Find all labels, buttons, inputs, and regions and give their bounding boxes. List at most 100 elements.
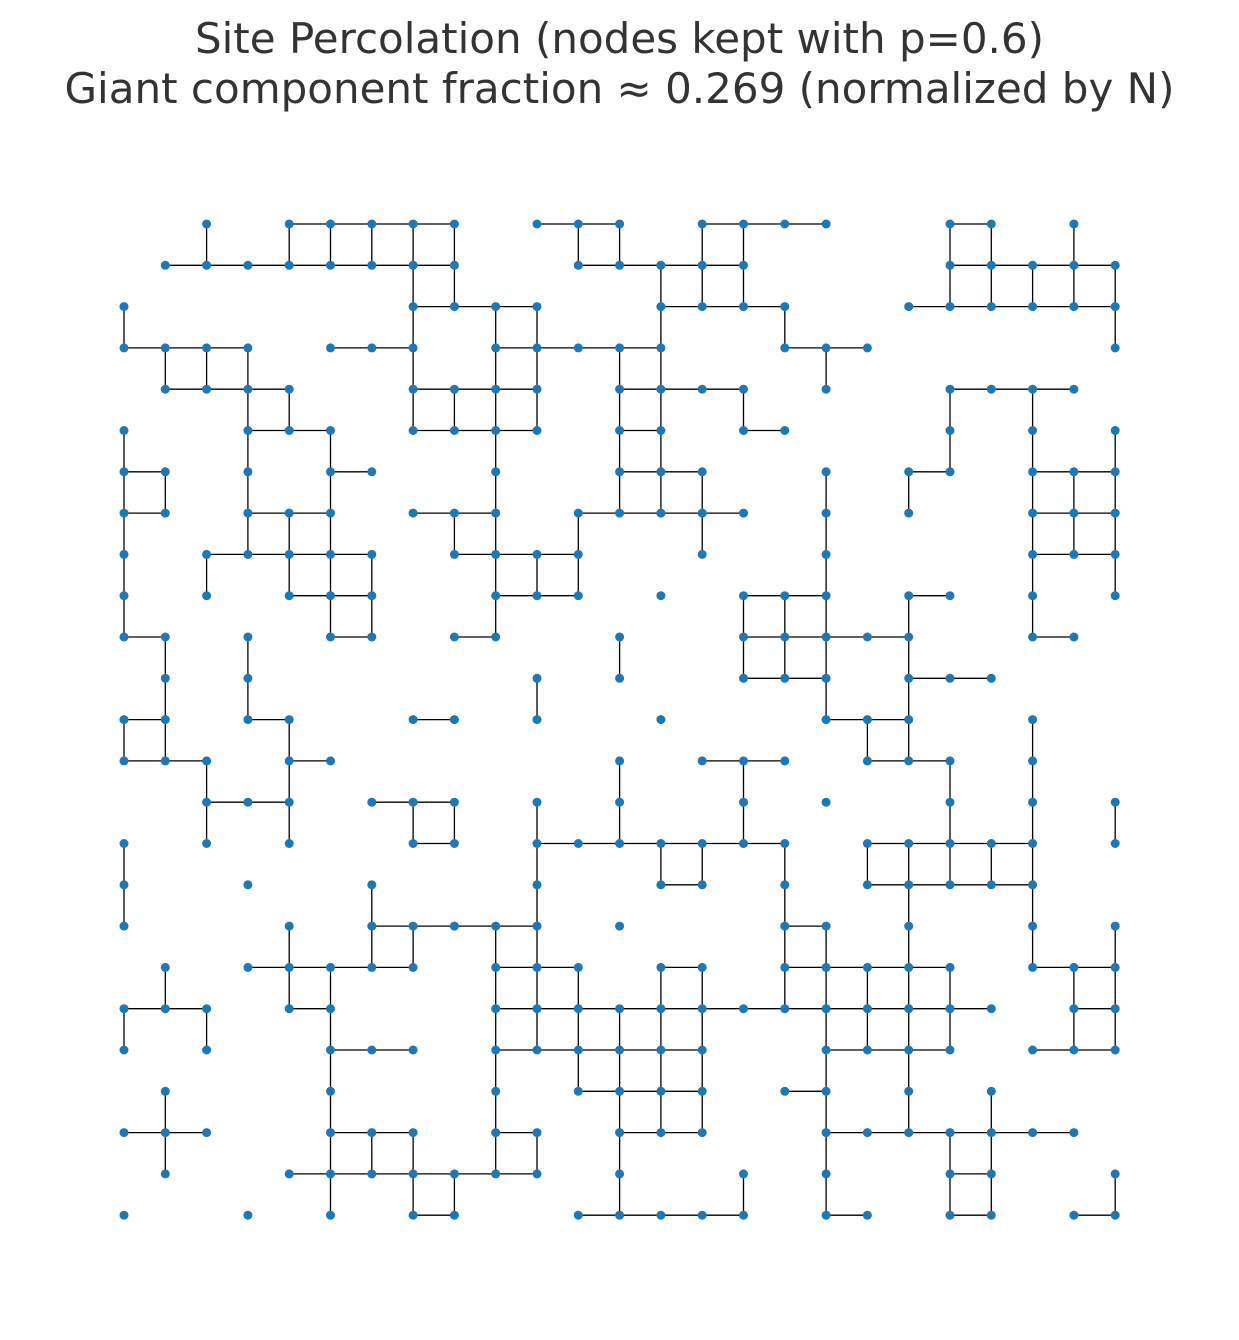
lattice-node xyxy=(243,260,253,270)
lattice-node xyxy=(739,219,748,229)
lattice-node xyxy=(408,797,418,807)
lattice-node xyxy=(491,1128,501,1138)
lattice-node xyxy=(532,302,542,312)
lattice-node xyxy=(326,1128,335,1138)
lattice-node xyxy=(284,426,294,435)
lattice-node xyxy=(1110,839,1120,848)
lattice-node xyxy=(243,962,253,972)
lattice-node xyxy=(119,549,129,559)
lattice-node xyxy=(491,384,501,394)
lattice-node xyxy=(780,880,790,890)
lattice-node xyxy=(119,756,129,766)
lattice-node xyxy=(243,715,253,725)
lattice-node xyxy=(284,1004,294,1014)
lattice-node xyxy=(573,219,583,229)
lattice-node xyxy=(1069,260,1079,270)
lattice-node xyxy=(821,467,831,477)
lattice-node xyxy=(697,1086,707,1096)
lattice-node xyxy=(1069,962,1079,972)
lattice-node xyxy=(1069,1210,1079,1220)
lattice-node xyxy=(986,673,996,683)
lattice-node xyxy=(532,673,542,683)
lattice-node xyxy=(945,1210,955,1220)
lattice-node xyxy=(615,426,625,435)
lattice-node xyxy=(243,343,253,353)
lattice-node xyxy=(904,756,914,766)
lattice-node xyxy=(367,343,377,353)
lattice-node xyxy=(532,715,542,725)
lattice-node xyxy=(408,1169,418,1179)
lattice-node xyxy=(449,1210,459,1220)
lattice-node xyxy=(739,632,748,642)
lattice-node xyxy=(697,756,707,766)
lattice-node xyxy=(119,880,129,890)
lattice-node xyxy=(862,839,872,848)
lattice-node xyxy=(326,756,335,766)
lattice-node xyxy=(697,302,707,312)
lattice-node xyxy=(243,508,253,518)
lattice-node xyxy=(449,219,459,229)
lattice-node xyxy=(532,591,542,601)
lattice-node xyxy=(945,467,955,477)
lattice-node xyxy=(408,384,418,394)
lattice-node xyxy=(326,1086,335,1096)
lattice-node xyxy=(532,549,542,559)
lattice-node xyxy=(739,839,748,848)
lattice-node xyxy=(656,426,666,435)
lattice-node xyxy=(326,426,335,435)
lattice-node xyxy=(491,1004,501,1014)
lattice-node xyxy=(449,715,459,725)
lattice-node xyxy=(904,632,914,642)
lattice-node xyxy=(491,632,501,642)
lattice-node xyxy=(904,1004,914,1014)
lattice-node xyxy=(780,302,790,312)
lattice-node xyxy=(821,797,831,807)
lattice-node xyxy=(862,632,872,642)
lattice-node xyxy=(284,508,294,518)
lattice-node xyxy=(119,467,129,477)
lattice-node xyxy=(986,1128,996,1138)
lattice-node xyxy=(119,508,129,518)
lattice-node xyxy=(656,343,666,353)
lattice-node xyxy=(904,1086,914,1096)
lattice-node xyxy=(945,797,955,807)
lattice-node xyxy=(821,1210,831,1220)
lattice-node xyxy=(904,302,914,312)
lattice-node xyxy=(119,302,129,312)
lattice-node xyxy=(821,1004,831,1014)
lattice-node xyxy=(367,632,377,642)
lattice-node xyxy=(697,1210,707,1220)
lattice-node xyxy=(491,508,501,518)
lattice-node xyxy=(780,1004,790,1014)
lattice-node xyxy=(532,1128,542,1138)
chart-title: Site Percolation (nodes kept with p=0.6)… xyxy=(0,14,1239,114)
lattice-node xyxy=(160,715,170,725)
lattice-node xyxy=(284,756,294,766)
lattice-node xyxy=(1069,302,1079,312)
lattice-node xyxy=(573,343,583,353)
lattice-node xyxy=(821,1169,831,1179)
lattice-node xyxy=(284,1169,294,1179)
lattice-node xyxy=(656,962,666,972)
lattice-node xyxy=(1028,715,1038,725)
lattice-node xyxy=(202,1045,212,1055)
lattice-node xyxy=(1110,343,1120,353)
lattice-node xyxy=(326,1045,335,1055)
lattice-node xyxy=(326,1169,335,1179)
lattice-node xyxy=(160,467,170,477)
lattice-node xyxy=(326,508,335,518)
lattice-node xyxy=(780,673,790,683)
lattice-node xyxy=(821,632,831,642)
node-layer xyxy=(119,219,1120,1220)
lattice-node xyxy=(656,591,666,601)
lattice-node xyxy=(615,1210,625,1220)
lattice-node xyxy=(821,591,831,601)
lattice-node xyxy=(532,921,542,931)
lattice-node xyxy=(532,839,542,848)
lattice-node xyxy=(862,343,872,353)
lattice-node xyxy=(119,343,129,353)
lattice-node xyxy=(1028,1128,1038,1138)
lattice-node xyxy=(1028,467,1038,477)
lattice-node xyxy=(367,880,377,890)
lattice-node xyxy=(656,384,666,394)
